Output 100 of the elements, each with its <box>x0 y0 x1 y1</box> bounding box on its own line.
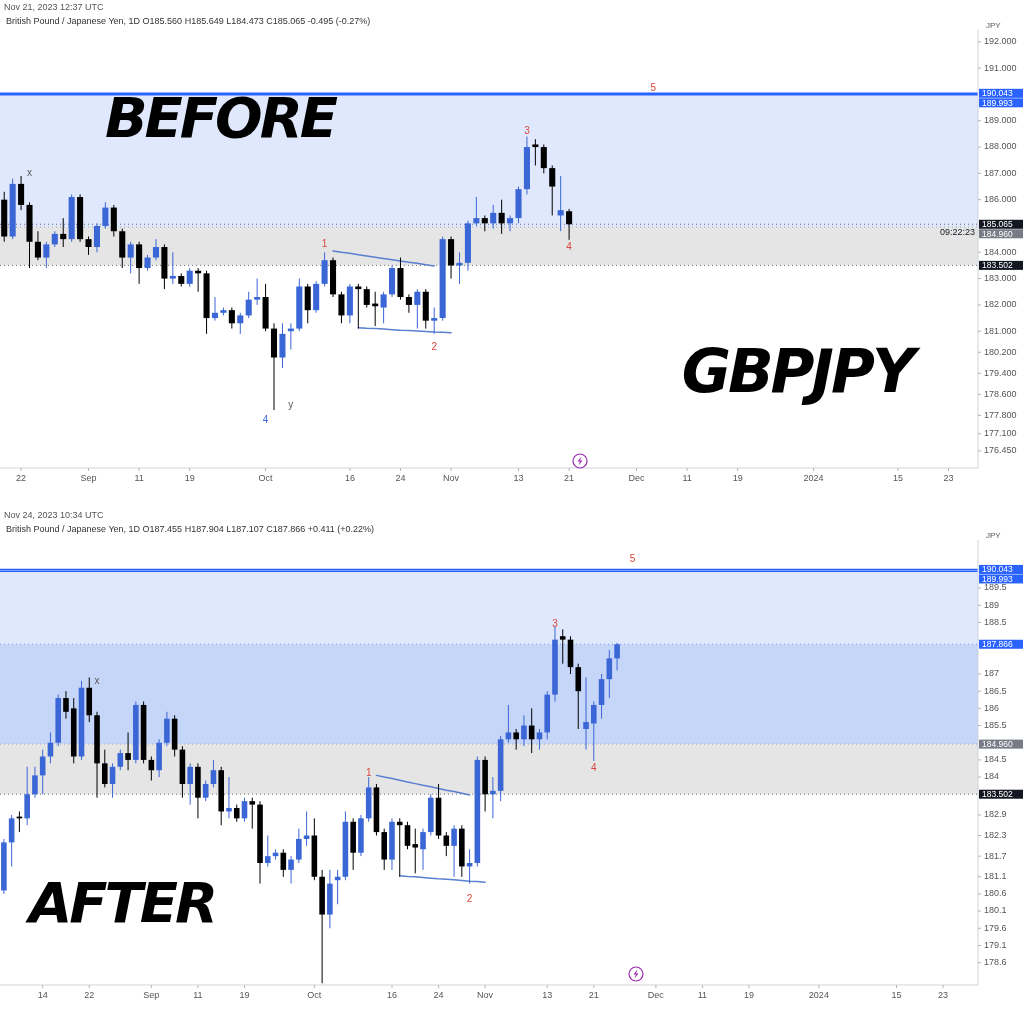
candlestick <box>490 776 496 819</box>
annotation: y <box>288 398 294 410</box>
x-tick-label: 22 <box>84 990 95 1000</box>
x-tick-label: Sep <box>80 473 97 483</box>
candlestick <box>431 307 438 335</box>
candlestick <box>473 196 480 227</box>
y-tick-label: 183.000 <box>984 272 1017 283</box>
candlestick <box>226 776 232 819</box>
candlestick <box>211 296 219 322</box>
x-tick-label: Nov <box>477 990 494 1000</box>
candlestick <box>264 835 271 867</box>
x-tick-label: 23 <box>943 473 954 483</box>
candlestick <box>414 288 421 330</box>
x-tick-label: 16 <box>344 473 355 483</box>
x-tick-label: 19 <box>184 473 195 483</box>
y-tick-label: 185.5 <box>984 719 1007 730</box>
candlestick <box>490 204 497 230</box>
x-tick-label: 22 <box>16 473 27 483</box>
candlestick <box>321 251 328 287</box>
candlestick <box>412 828 419 874</box>
x-tick-label: 19 <box>732 473 743 483</box>
y-tick-label: 187.000 <box>984 167 1017 178</box>
y-tick-label: 177.800 <box>984 409 1017 420</box>
candlestick <box>136 241 143 285</box>
y-tick-label: 186 <box>984 702 1000 713</box>
x-tick-label: Oct <box>307 990 322 1000</box>
annotation: 5 <box>629 552 636 564</box>
y-axis-title: JPY <box>986 21 1002 30</box>
y-tick-label: 189.5 <box>984 582 1007 593</box>
candlestick <box>187 762 193 806</box>
ref-line-label: 184.960 <box>982 738 1013 749</box>
annotation: 4 <box>566 240 573 252</box>
candlestick <box>63 690 69 720</box>
candlestick <box>110 204 117 237</box>
annotation: 4 <box>262 414 269 426</box>
candlestick <box>498 199 505 235</box>
annotation: x <box>94 674 100 686</box>
candlestick <box>521 714 527 747</box>
candlestick <box>228 307 235 330</box>
ref-line-label: 190.043 <box>982 564 1013 575</box>
x-tick-label: 21 <box>564 473 575 483</box>
x-tick-label: 15 <box>892 473 903 483</box>
x-tick-label: 19 <box>744 990 755 1000</box>
candlestick <box>338 291 345 324</box>
candlestick <box>34 230 41 261</box>
x-tick-label: 13 <box>542 990 553 1000</box>
x-tick-label: Dec <box>647 990 665 1000</box>
y-tick-label: 177.100 <box>984 428 1017 439</box>
candlestick <box>127 241 134 274</box>
chart-subtitle: Nov 21, 2023 12:37 UTC <box>4 2 105 12</box>
candlestick <box>583 676 589 751</box>
ref-line-label: 189.993 <box>982 573 1013 584</box>
candlestick <box>237 312 244 335</box>
candlestick <box>304 283 311 324</box>
candlestick <box>125 731 131 771</box>
candlestick <box>536 728 543 751</box>
x-tick-label: 24 <box>433 990 444 1000</box>
candlestick <box>60 217 67 248</box>
candlestick <box>101 749 108 788</box>
annotation: GBPJPY <box>681 336 921 406</box>
y-axis-title: JPY <box>986 531 1002 540</box>
x-tick-label: 16 <box>386 990 397 1000</box>
annotation: 09:22:23 <box>939 227 975 238</box>
candlestick <box>505 704 512 744</box>
y-tick-label: 188.000 <box>984 141 1017 152</box>
candlestick <box>202 780 209 802</box>
annotation: x <box>27 167 33 179</box>
candlestick <box>296 828 302 864</box>
candlestick <box>210 759 217 788</box>
x-tick-label: 2024 <box>803 473 824 483</box>
ref-line-label: 183.502 <box>982 260 1013 271</box>
y-tick-label: 189.000 <box>984 115 1017 126</box>
candlestick <box>102 201 109 230</box>
annotation: 2 <box>466 892 473 904</box>
y-tick-label: 179.1 <box>984 939 1007 950</box>
annotation: 3 <box>552 617 559 629</box>
y-tick-label: 181.000 <box>984 325 1017 336</box>
x-tick-label: Nov <box>443 473 460 483</box>
y-tick-label: 184.5 <box>984 754 1007 765</box>
candlestick <box>540 143 547 174</box>
x-tick-label: Oct <box>258 473 274 483</box>
candlestick <box>85 236 92 256</box>
y-tick-label: 180.1 <box>984 905 1007 916</box>
candlestick <box>396 817 403 878</box>
candlestick <box>566 208 573 241</box>
y-tick-label: 180.6 <box>984 888 1007 899</box>
y-tick-label: 178.6 <box>984 957 1007 968</box>
annotation: 2 <box>431 340 438 352</box>
x-tick-label: 19 <box>239 990 250 1000</box>
candlestick <box>169 251 176 285</box>
annotation: 4 <box>591 762 597 774</box>
candlestick <box>513 728 519 751</box>
candlestick <box>532 138 539 166</box>
y-tick-label: 181.1 <box>984 871 1007 882</box>
ref-line-label: 185.065 <box>982 219 1013 230</box>
x-tick-label: 13 <box>513 473 524 483</box>
candlestick <box>152 238 160 261</box>
candlestick <box>557 175 564 232</box>
y-tick-label: 182.9 <box>984 809 1007 820</box>
candlestick <box>245 291 252 319</box>
